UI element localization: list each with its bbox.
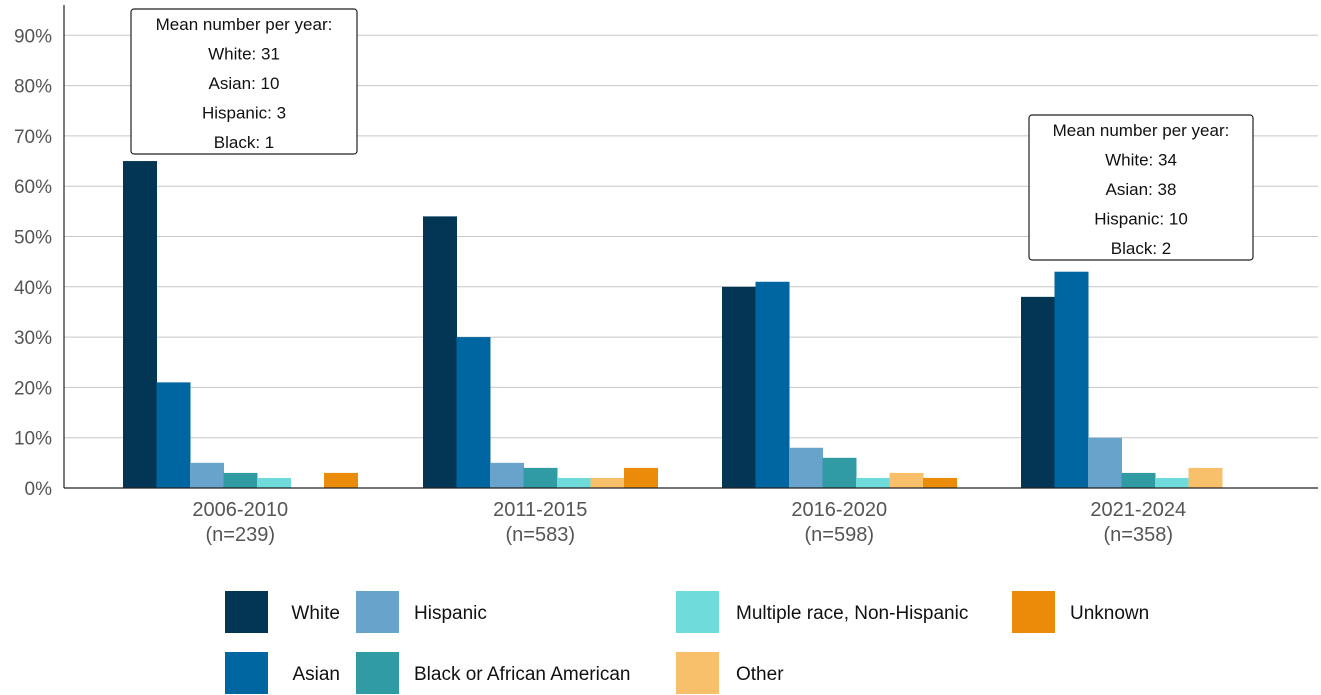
bar-white-2006-2010 — [123, 161, 157, 489]
x-category-count: (n=239) — [206, 524, 276, 546]
legend-swatch — [676, 652, 719, 694]
annotation-line: White: 34 — [1105, 151, 1177, 170]
y-tick-label: 70% — [14, 127, 52, 148]
y-tick-label: 80% — [14, 77, 52, 98]
annotation-line: Hispanic: 10 — [1094, 210, 1188, 229]
legend-item-unknown: Unknown — [1012, 591, 1149, 633]
legend-item-asian: Asian — [225, 652, 340, 694]
annotation-box: Mean number per year: White: 34 Asian: 38 H… — [1028, 114, 1254, 261]
legend-item-white: White — [225, 591, 340, 633]
y-tick-label: 40% — [14, 278, 52, 299]
axes — [63, 5, 1318, 489]
y-tick-label: 50% — [14, 228, 52, 249]
legend-label: White — [291, 603, 340, 624]
bar-multiple-race-non-hispanic-2016-2020 — [856, 477, 890, 488]
bar-asian-2006-2010 — [156, 382, 191, 488]
annotation-line: Asian: 10 — [209, 74, 280, 93]
bar-multiple-race-non-hispanic-2021-2024 — [1155, 477, 1189, 488]
x-category-count: (n=598) — [805, 524, 875, 546]
x-axis-labels: 2006-2010 (n=239) 2011-2015 (n=583) 2016-202… — [192, 499, 1186, 546]
x-category-label: 2006-2010 — [192, 499, 288, 521]
legend-label: Black or African American — [414, 664, 630, 685]
legend-swatch — [225, 652, 268, 694]
bar-white-2021-2024 — [1021, 296, 1055, 488]
y-tick-label: 60% — [14, 177, 52, 198]
legend-item-hispanic: Hispanic — [356, 591, 487, 633]
bar-white-2011-2015 — [423, 216, 457, 488]
annotation-line: Black: 1 — [214, 133, 274, 152]
bar-other-2016-2020 — [889, 472, 924, 488]
bar-hispanic-2011-2015 — [490, 462, 524, 488]
annotation-line: White: 31 — [208, 45, 280, 64]
annotation-line: Hispanic: 3 — [202, 104, 286, 123]
annotation-line: Mean number per year: — [1053, 121, 1230, 140]
bar-asian-2016-2020 — [755, 281, 790, 488]
bar-black-or-african-american-2006-2010 — [223, 472, 258, 488]
x-category-label: 2016-2020 — [791, 499, 887, 521]
bar-unknown-2006-2010 — [324, 472, 358, 488]
annotation-line: Black: 2 — [1111, 239, 1171, 258]
x-category-count: (n=358) — [1104, 524, 1174, 546]
bar-black-or-african-american-2021-2024 — [1121, 472, 1156, 488]
legend-label: Multiple race, Non-Hispanic — [736, 603, 968, 624]
bar-unknown-2011-2015 — [624, 467, 658, 488]
annotation-line: Mean number per year: — [156, 15, 333, 34]
annotation-frame — [1028, 114, 1254, 261]
y-tick-label: 30% — [14, 328, 52, 349]
bars — [123, 161, 1223, 489]
y-tick-label: 90% — [14, 26, 52, 47]
bar-other-2011-2015 — [590, 477, 625, 488]
legend-label: Other — [736, 664, 784, 685]
bar-asian-2021-2024 — [1054, 271, 1089, 488]
bar-other-2021-2024 — [1188, 467, 1223, 488]
legend-swatch — [225, 591, 268, 633]
legend-label: Asian — [292, 664, 340, 685]
annotation-line: Asian: 38 — [1106, 180, 1177, 199]
legend-item-multiple-race-non-hispanic: Multiple race, Non-Hispanic — [676, 591, 968, 633]
legend-item-black-or-african-american: Black or African American — [356, 652, 630, 694]
x-category-label: 2021-2024 — [1090, 499, 1186, 521]
y-axis-ticks: 0% 10% 20% 30% 40% 50% 60% 70% 80% 90% — [14, 26, 52, 500]
bar-asian-2011-2015 — [456, 337, 491, 488]
x-category-label: 2011-2015 — [493, 499, 587, 521]
bar-unknown-2016-2020 — [923, 477, 957, 488]
bar-multiple-race-non-hispanic-2006-2010 — [257, 477, 291, 488]
bar-black-or-african-american-2011-2015 — [523, 467, 558, 488]
legend-label: Unknown — [1070, 603, 1149, 624]
legend-swatch — [356, 652, 399, 694]
bar-hispanic-2016-2020 — [789, 447, 823, 488]
annotation-box: Mean number per year: White: 31 Asian: 10 H… — [130, 8, 358, 155]
legend-label: Hispanic — [414, 603, 487, 624]
y-tick-label: 20% — [14, 378, 52, 399]
annotations: Mean number per year: White: 31 Asian: 10 H… — [130, 8, 1254, 261]
legend-swatch — [676, 591, 719, 633]
legend: White Asian Hispanic Black or African Ameri… — [225, 591, 1149, 694]
legend-item-other: Other — [676, 652, 784, 694]
legend-swatch — [1012, 591, 1055, 633]
legend-swatch — [356, 591, 399, 633]
bar-black-or-african-american-2016-2020 — [822, 457, 857, 488]
bar-white-2016-2020 — [722, 286, 756, 488]
bar-multiple-race-non-hispanic-2011-2015 — [557, 477, 591, 488]
y-tick-label: 0% — [25, 479, 53, 500]
annotation-frame — [130, 8, 358, 155]
bar-hispanic-2006-2010 — [190, 462, 224, 488]
y-tick-label: 10% — [14, 429, 52, 450]
x-category-count: (n=583) — [506, 524, 576, 546]
bar-hispanic-2021-2024 — [1088, 437, 1122, 488]
